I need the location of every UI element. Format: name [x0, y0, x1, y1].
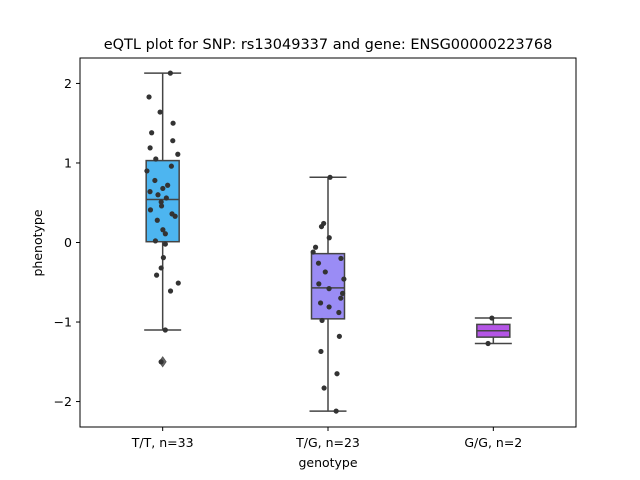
data-point: [338, 295, 344, 301]
x-axis-label: genotype: [298, 455, 357, 470]
data-point: [154, 217, 160, 223]
data-point: [158, 359, 164, 365]
data-point: [327, 174, 333, 180]
data-point: [312, 244, 319, 250]
data-point: [153, 156, 159, 162]
chart-title: eQTL plot for SNP: rs13049337 and gene: …: [104, 37, 553, 53]
x-tick-label: T/G, n=23: [295, 435, 360, 450]
data-point: [318, 348, 324, 355]
data-point: [489, 315, 495, 321]
data-point: [172, 213, 178, 219]
data-point: [147, 145, 153, 151]
data-point: [336, 333, 342, 339]
x-tick-label: T/T, n=33: [131, 435, 194, 450]
data-point: [315, 260, 322, 266]
data-point: [149, 130, 155, 136]
y-axis: −2 −1 0 1 2: [54, 76, 80, 409]
data-point: [146, 94, 152, 100]
data-point: [485, 340, 491, 347]
data-point: [317, 300, 324, 306]
data-point: [326, 235, 332, 241]
data-point: [160, 255, 166, 261]
data-point: [158, 265, 164, 271]
data-point: [322, 269, 328, 275]
data-point: [326, 304, 332, 310]
data-point: [170, 120, 176, 126]
data-point: [319, 317, 325, 324]
data-point: [310, 249, 316, 255]
data-point: [326, 286, 332, 292]
data-point: [162, 327, 168, 333]
x-axis: T/T, n=33 T/G, n=23 G/G, n=2: [131, 427, 522, 450]
y-tick-label: −1: [54, 315, 72, 330]
y-tick-label: 1: [64, 155, 72, 170]
data-point: [175, 151, 181, 157]
data-point: [175, 280, 181, 286]
box-group: [144, 70, 182, 368]
data-point: [341, 276, 347, 282]
data-point: [144, 168, 150, 174]
data-point: [153, 272, 160, 278]
data-point: [167, 288, 174, 294]
data-point: [339, 290, 346, 296]
data-point: [157, 109, 163, 115]
y-axis-label: phenotype: [30, 209, 45, 276]
data-point: [334, 371, 340, 377]
data-point: [165, 182, 171, 188]
y-tick-label: 2: [64, 76, 72, 91]
data-point: [318, 223, 325, 230]
data-point: [147, 207, 154, 213]
x-tick-label: G/G, n=2: [464, 435, 522, 450]
data-point: [160, 185, 166, 192]
data-point: [170, 138, 176, 144]
y-tick-label: −2: [54, 394, 72, 409]
data-point: [333, 408, 339, 414]
data-point: [336, 309, 342, 316]
plot-area: [144, 70, 512, 414]
data-point: [338, 255, 344, 262]
y-tick-label: 0: [64, 235, 72, 250]
data-point: [316, 281, 322, 287]
data-point: [321, 385, 327, 391]
data-point: [158, 199, 164, 205]
data-point: [167, 70, 173, 76]
data-point: [158, 203, 165, 209]
data-point: [152, 238, 159, 244]
data-point: [147, 189, 153, 195]
data-point: [160, 227, 166, 233]
data-point: [152, 177, 158, 184]
data-point: [162, 231, 168, 237]
data-point: [163, 195, 169, 201]
box-group: [474, 315, 512, 347]
box-group: [309, 174, 347, 414]
data-point: [162, 241, 168, 247]
data-point: [168, 163, 174, 169]
data-point: [155, 192, 161, 198]
